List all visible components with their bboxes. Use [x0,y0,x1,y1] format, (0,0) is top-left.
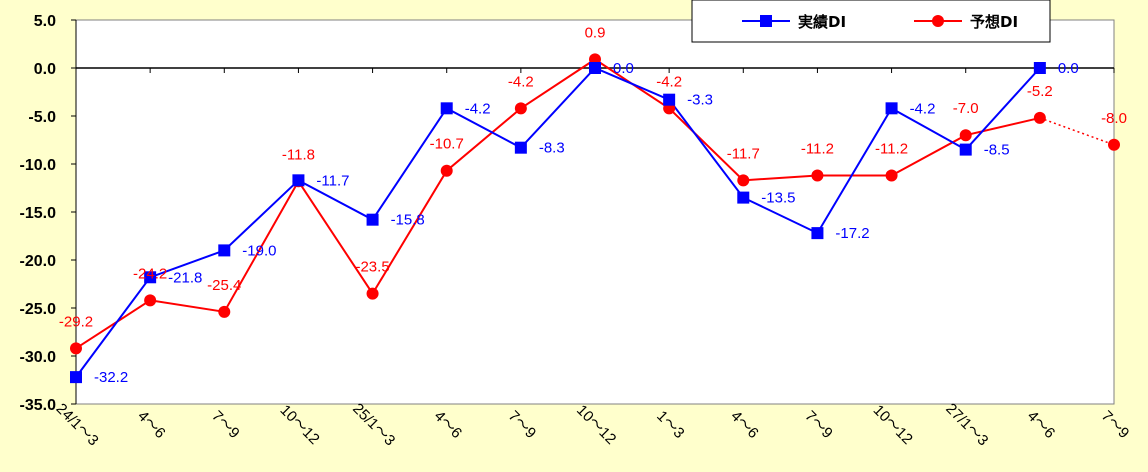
forecast-data-label: -5.2 [1027,83,1053,100]
y-tick-label: -20.0 [20,253,57,270]
actual-point [292,174,305,187]
x-tick-label: 10～12 [573,402,619,448]
forecast-point [811,169,824,182]
y-tick-label: -35.0 [20,397,57,414]
actual-data-label: -4.2 [465,100,491,117]
y-tick-label: -10.0 [20,157,57,174]
actual-point [144,271,157,284]
actual-point [1033,62,1046,74]
actual-data-label: -32.2 [94,369,128,386]
y-tick-label: 0.0 [34,61,56,78]
y-tick-label: 5.0 [34,13,56,30]
x-axis-ticks: 24/1～3 4～6 7～9 10～12 25/1～3 4～6 7～9 10～12 1～3 4～6… [53,400,1133,449]
x-tick-label: 4～6 [727,408,761,442]
forecast-point [959,129,972,142]
actual-point [811,227,824,240]
actual-data-label: -3.3 [687,92,713,109]
actual-data-label: -19.0 [242,242,276,259]
x-tick-label: 7～9 [505,408,539,442]
x-tick-label: 4～6 [1024,408,1058,442]
x-tick-label: 25/1～3 [349,400,398,449]
y-tick-label: -5.0 [28,109,56,126]
actual-point [218,244,231,257]
forecast-data-label: -23.5 [355,259,389,276]
series-lines [70,53,1120,384]
actual-data-label: -8.3 [539,140,565,157]
forecast-point [885,169,898,182]
legend-marker-actual [760,15,772,27]
data-labels: -32.2 -21.8 -19.0 -11.7 -15.8 -4.2 -8.3 0.0 -3.3… [59,24,1127,386]
actual-series-line [75,66,1041,378]
x-tick-label: 7～9 [801,408,835,442]
forecast-point [440,164,453,177]
y-axis-ticks: 5.0 0.0 -5.0 -10.0 -15.0 -20.0 -25.0 -30.0 -35.0 [20,13,76,414]
x-tick-label: 24/1～3 [53,400,102,449]
x-tick-label: 1～3 [653,408,687,442]
y-tick-label: -25.0 [20,301,57,318]
actual-point [663,93,676,106]
forecast-point [737,174,750,187]
forecast-point [144,294,157,307]
actual-point [589,62,601,74]
forecast-data-label: -10.7 [430,136,464,153]
x-tick-label: 7～9 [208,408,242,442]
forecast-point [218,305,231,318]
forecast-data-label: -8.0 [1101,110,1127,127]
actual-data-label: -4.2 [910,100,936,117]
forecast-data-label: -29.2 [59,313,93,330]
forecast-data-label: -25.4 [207,277,241,294]
actual-point [70,371,82,384]
actual-point [514,141,527,154]
actual-data-label: 0.0 [613,60,634,77]
actual-data-label: -17.2 [835,225,869,242]
legend: 実績DI 予想DI [691,0,1051,43]
forecast-data-label: -4.2 [508,73,534,90]
forecast-point [514,102,527,115]
actual-data-label: -11.7 [316,172,349,189]
x-tick-label: 7～9 [1098,408,1132,442]
forecast-point [70,342,82,355]
forecast-data-label: -11.7 [727,145,760,162]
plot-area [75,19,1115,405]
actual-data-label: -13.5 [761,190,795,207]
forecast-data-label: -11.2 [875,141,908,158]
x-tick-label: 4～6 [431,408,465,442]
forecast-point [1033,111,1046,124]
forecast-series-line [75,58,1041,350]
actual-data-label: -21.8 [168,269,202,286]
forecast-data-label: -24.2 [133,265,167,282]
forecast-data-label: -11.2 [801,141,834,158]
actual-data-label: 0.0 [1058,60,1079,77]
forecast-series-line-projected [1039,117,1115,146]
actual-point [885,102,898,115]
actual-data-label: -15.8 [391,212,425,229]
actual-point [959,143,972,156]
forecast-data-label: -7.0 [953,100,979,117]
x-tick-label: 10～12 [276,402,322,448]
forecast-point [366,287,379,300]
forecast-data-label: -11.8 [282,146,315,163]
y-tick-label: -15.0 [20,205,57,222]
actual-point [440,102,453,115]
legend-label-actual: 実績DI [798,13,846,31]
legend-label-forecast: 予想DI [970,13,1018,31]
x-tick-label: 10～12 [870,402,916,448]
forecast-data-label: -4.2 [656,73,682,90]
forecast-point [1108,138,1120,151]
forecast-data-label: 0.9 [585,24,606,41]
actual-data-label: -8.5 [984,142,1010,159]
actual-point [366,213,379,226]
legend-marker-forecast [932,15,944,27]
actual-point [737,191,750,204]
y-tick-label: -30.0 [20,349,57,366]
x-tick-label: 27/1～3 [942,400,991,449]
x-tick-label: 4～6 [134,408,168,442]
